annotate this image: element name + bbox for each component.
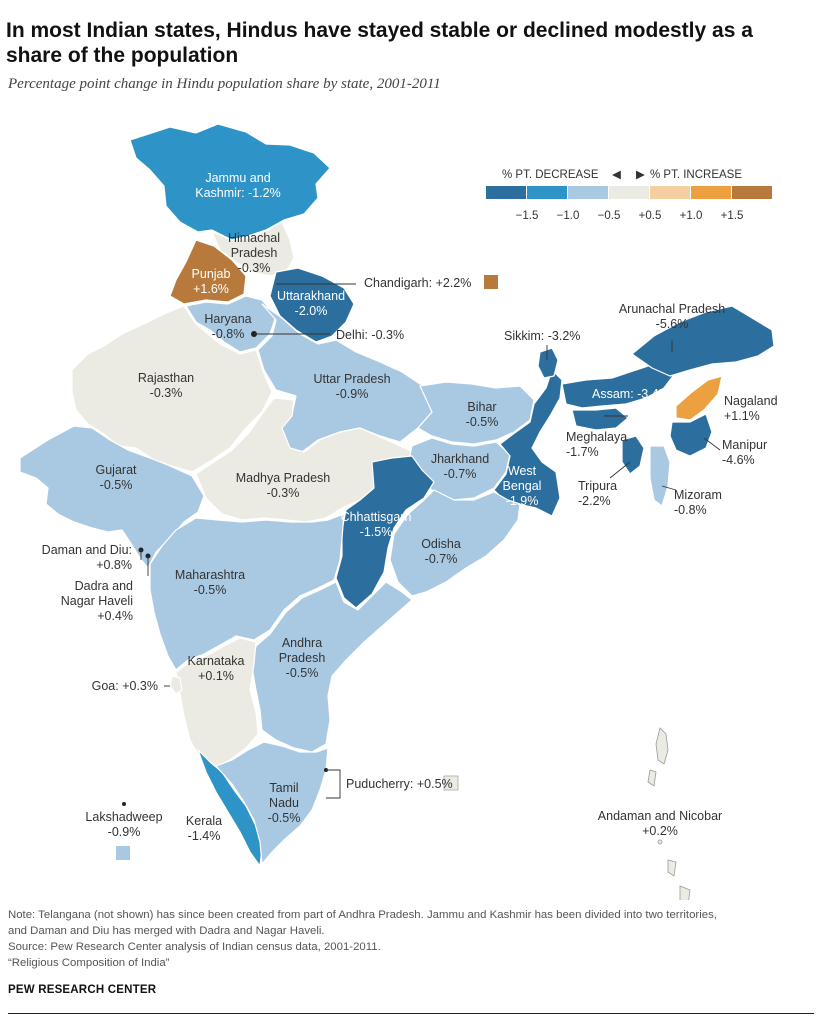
lakshadweep-swatch [116, 846, 130, 860]
label-uttarakhand: Uttarakhand -2.0% [277, 289, 345, 318]
state-himachal [211, 221, 295, 277]
legend-decrease-label: % PT. DECREASE [502, 169, 599, 181]
state-west-bengal [493, 369, 563, 517]
label-karnataka: Karnataka +0.1% [188, 654, 245, 683]
label-bihar: Bihar -0.5% [466, 400, 499, 429]
state-andhra-pradesh [251, 581, 413, 753]
legend-swatch [650, 186, 690, 199]
note-line: Note: Telangana (not shown) has since be… [8, 909, 717, 921]
label-punjab: Punjab +1.6% [192, 267, 231, 296]
state-nagaland [675, 375, 723, 421]
state-uttarakhand [269, 267, 355, 343]
label-wb: West Bengal -1.9% [503, 464, 542, 508]
legend-left-arrow: ◀ [612, 169, 621, 181]
label-arunachal: Arunachal Pradesh -5.6% [619, 302, 725, 331]
legend-swatch [609, 186, 649, 199]
legend-right-arrow: ▶ [636, 169, 645, 181]
label-dadra: Dadra and Nagar Haveli +0.4% [61, 579, 133, 623]
label-ap: Andhra Pradesh -0.5% [279, 636, 326, 680]
chart-title: In most Indian states, Hindus have staye… [6, 19, 753, 67]
bottom-rule [8, 1013, 814, 1014]
label-manipur: Manipur -4.6% [722, 438, 767, 467]
note-line: and Daman and Diu has merged with Dadra … [8, 925, 325, 937]
chandigarh-swatch [484, 275, 498, 289]
label-kerala: Kerala -1.4% [186, 814, 222, 843]
state-bihar [417, 381, 535, 445]
legend: % PT. DECREASE ◀ ▶ % PT. INCREASE −1.5 −1… [486, 169, 772, 222]
label-maharashtra: Maharashtra -0.5% [175, 568, 245, 597]
legend-tick-label: +1.0 [680, 210, 703, 222]
state-manipur [669, 413, 713, 457]
legend-tick-label: +1.5 [721, 210, 744, 222]
label-gujarat: Gujarat -0.5% [96, 463, 138, 492]
label-daman: Daman and Diu: +0.8% [42, 543, 132, 572]
label-andaman: Andaman and Nicobar +0.2% [598, 809, 722, 838]
state-assam [561, 361, 677, 409]
andaman-islands [647, 727, 691, 900]
label-odisha: Odisha -0.7% [421, 537, 461, 566]
legend-tick-label: −0.5 [598, 210, 621, 222]
state-odisha [389, 489, 521, 597]
legend-swatch [732, 186, 772, 199]
footnote: Note: Telangana (not shown) has since be… [8, 907, 814, 971]
label-rajasthan: Rajasthan -0.3% [138, 371, 194, 400]
report-line: “Religious Composition of India” [8, 957, 170, 969]
state-jammu-kashmir [129, 123, 331, 241]
legend-swatch [527, 186, 567, 199]
label-delhi: Delhi: -0.3% [336, 328, 404, 342]
label-chhattisgarh: Chhattisgarh -1.5% [341, 510, 412, 539]
state-mizoram [649, 445, 671, 507]
state-maharashtra [149, 513, 345, 671]
state-karnataka [175, 637, 259, 769]
label-up: Uttar Pradesh -0.9% [313, 372, 390, 401]
source-line: Source: Pew Research Center analysis of … [8, 941, 381, 953]
india-map: % PT. DECREASE ◀ ▶ % PT. INCREASE −1.5 −1… [19, 123, 778, 900]
chart-subtitle: Percentage point change in Hindu populat… [8, 76, 441, 92]
state-chhattisgarh [335, 455, 435, 609]
state-arunachal [631, 305, 775, 377]
legend-tick-label: −1.5 [516, 210, 539, 222]
label-chandigarh: Chandigarh: +2.2% [364, 276, 471, 290]
legend-swatch [568, 186, 608, 199]
legend-swatch [691, 186, 731, 199]
label-lakshadweep: Lakshadweep -0.9% [85, 810, 162, 839]
label-jharkhand: Jharkhand -0.7% [431, 452, 489, 481]
label-tn: Tamil Nadu -0.5% [268, 781, 301, 825]
label-assam: Assam: -3.4% [592, 387, 670, 401]
label-himachal: Himachal Pradesh -0.3% [228, 231, 280, 275]
state-sikkim [537, 347, 559, 379]
label-tripura: Tripura -2.2% [578, 479, 617, 508]
label-sikkim: Sikkim: -3.2% [504, 329, 580, 343]
state-tamil-nadu [215, 741, 329, 865]
label-mp: Madhya Pradesh -0.3% [236, 471, 331, 500]
puducherry-swatch [443, 775, 459, 791]
legend-tick-label: +0.5 [639, 210, 662, 222]
brand-label: PEW RESEARCH CENTER [8, 984, 157, 996]
state-meghalaya [571, 407, 629, 431]
label-puducherry: Puducherry: +0.5% [346, 777, 453, 791]
legend-increase-label: % PT. INCREASE [650, 169, 742, 181]
state-goa [169, 675, 183, 695]
legend-tick-label: −1.0 [557, 210, 580, 222]
label-nagaland: Nagaland +1.1% [724, 394, 778, 423]
state-punjab [169, 239, 247, 305]
label-mizoram: Mizoram -0.8% [674, 488, 722, 517]
label-goa: Goa: +0.3% [92, 679, 158, 693]
legend-swatch [486, 186, 526, 199]
label-meghalaya: Meghalaya -1.7% [566, 430, 627, 459]
lakshadweep-marker [122, 802, 126, 806]
state-gujarat [19, 425, 205, 569]
label-jk: Jammu and Kashmir: -1.2% [195, 171, 280, 200]
label-haryana: Haryana -0.8% [204, 312, 251, 341]
state-madhya-pradesh [195, 397, 413, 523]
